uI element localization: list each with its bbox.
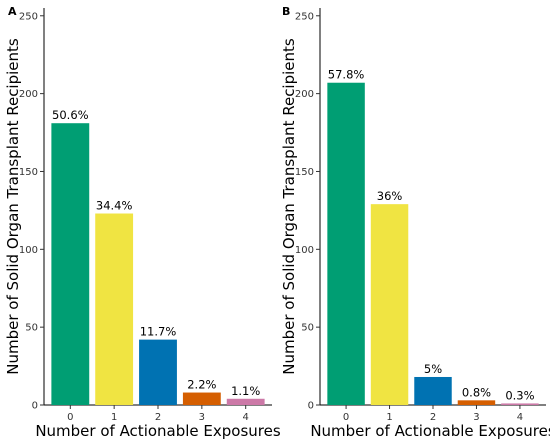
panel-b-bar-4 [501,403,539,405]
panel-b-y-tick-label: 0 [308,401,314,412]
panel-b-bar-2 [414,376,452,405]
panel-a-bar-label-0: 50.6% [52,108,89,122]
panel-a-bar-1 [95,213,134,405]
panel-b-bar-label-3: 0.8% [462,385,491,399]
panel-a-bar-label-2: 11.7% [140,325,177,339]
panel-a-y-tick-label: 0 [32,401,38,412]
panel-a-bar-label-4: 1.1% [231,384,260,398]
panel-a-x-axis-title: Number of Actionable Exposures [35,422,281,440]
panel-a-x-tick-label: 0 [67,412,73,423]
panel-b-x-tick-label: 0 [343,412,349,423]
panel-b-x-tick-label: 3 [473,412,479,423]
panel-b-label: B [282,5,290,18]
panel-a-y-tick-label: 50 [25,323,38,334]
panel-b-y-tick-label: 150 [295,167,314,178]
panel-b-y-tick-label: 50 [301,323,314,334]
panel-a-bar-3 [182,392,221,405]
panel-b-x-tick-label: 4 [517,412,523,423]
panel-a-bar-4 [226,398,265,405]
panel-b-bar-label-0: 57.8% [328,68,365,82]
panel-a: A 0 50 100 150 200 250 50.6% 0 34.4% 1 11.7% 2 2.2% 3… [4,5,281,440]
panel-a-y-axis-title: Number of Solid Organ Transplant Recipie… [4,38,22,375]
panel-a-y-tick-label: 150 [19,167,38,178]
panel-b-y-tick-label: 250 [295,11,314,22]
panel-a-x-tick-label: 3 [199,412,205,423]
panel-a-y-tick-label: 250 [19,11,38,22]
panel-b-bar-label-1: 36% [377,189,403,203]
panel-b: B 0 50 100 150 200 250 57.8% 0 36% 1 5% 2 0.8% 3 0.3% 4… [280,5,550,440]
panel-b-bar-1 [370,204,409,405]
panel-b-bar-0 [327,82,365,406]
panel-a-y-tick-label: 100 [19,245,38,256]
panel-a-bar-0 [51,123,90,406]
panel-b-x-tick-label: 2 [430,412,436,423]
panel-b-y-tick-label: 200 [295,89,314,100]
panel-a-bar-label-3: 2.2% [187,378,216,392]
panel-b-y-tick-label: 100 [295,245,314,256]
panel-a-y-tick-label: 200 [19,89,38,100]
panel-b-y-axis-title: Number of Solid Organ Transplant Recipie… [280,38,298,375]
panel-a-x-tick-label: 2 [155,412,161,423]
panel-a-bar-label-1: 34.4% [96,199,133,213]
panel-a-bar-2 [139,339,177,405]
panel-a-x-tick-label: 1 [111,412,117,423]
panel-b-x-axis-title: Number of Actionable Exposures [310,422,550,440]
panel-a-x-tick-label: 4 [243,412,249,423]
panel-b-bar-label-4: 0.3% [505,388,534,402]
panel-b-bar-label-2: 5% [424,362,442,376]
panel-a-label: A [8,5,17,18]
panel-b-bar-3 [457,400,496,405]
panel-b-x-tick-label: 1 [386,412,392,423]
